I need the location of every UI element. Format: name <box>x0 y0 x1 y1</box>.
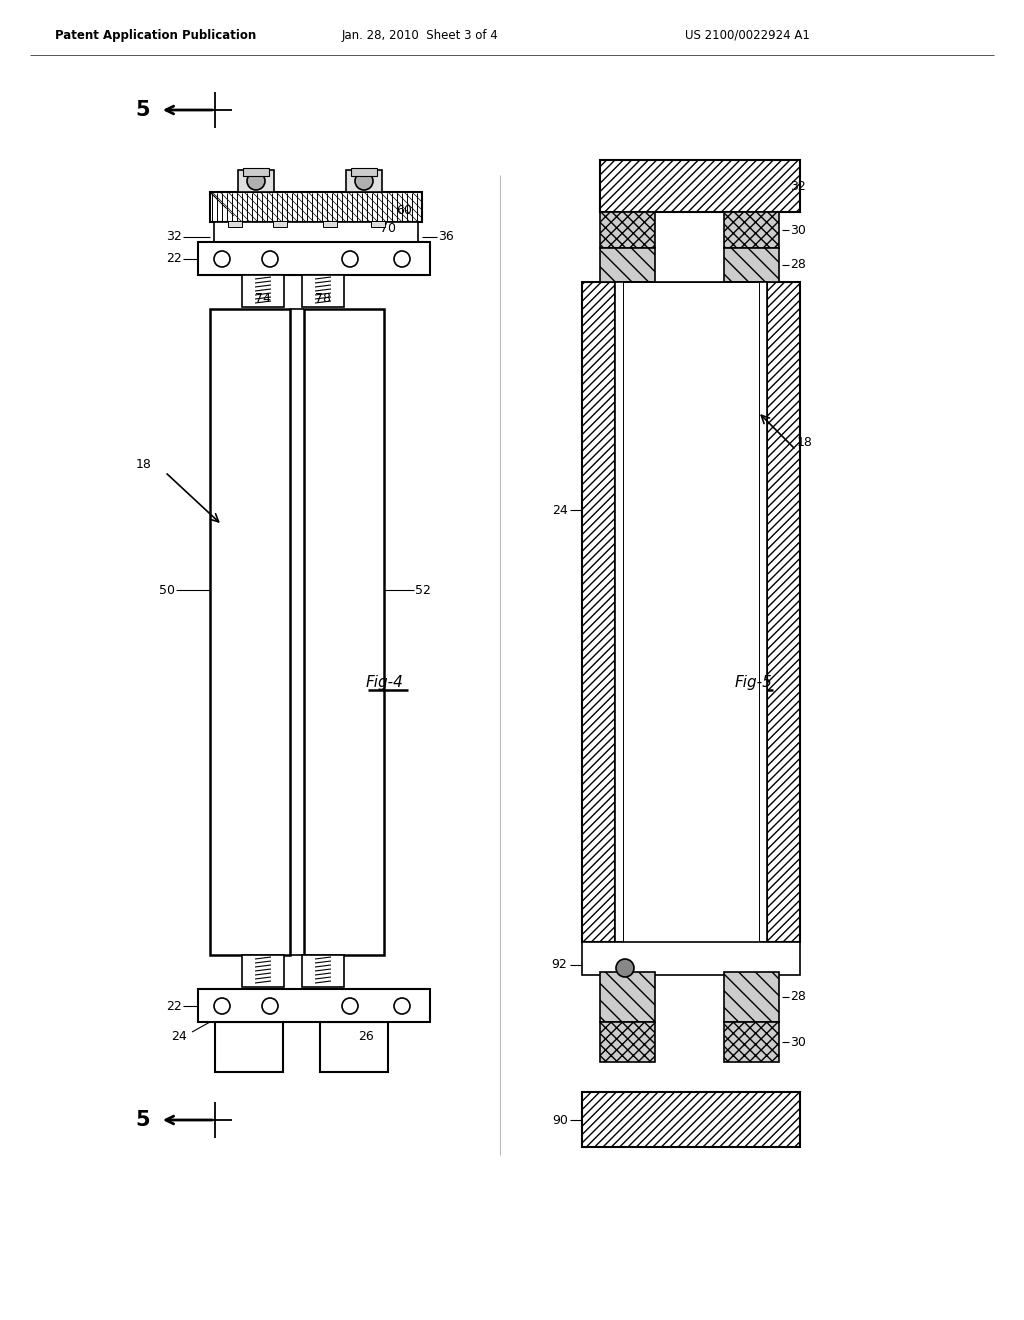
Circle shape <box>342 998 358 1014</box>
Bar <box>767 282 800 942</box>
Bar <box>198 242 430 275</box>
Text: 28: 28 <box>790 990 806 1003</box>
Text: 74: 74 <box>255 293 271 305</box>
Text: 90: 90 <box>552 1114 568 1126</box>
Bar <box>346 170 382 191</box>
Bar <box>724 1022 779 1063</box>
Bar <box>242 954 284 987</box>
Circle shape <box>394 998 410 1014</box>
Bar <box>623 282 759 942</box>
Text: US 2100/0022924 A1: US 2100/0022924 A1 <box>685 29 810 41</box>
Bar <box>215 1022 283 1072</box>
Circle shape <box>355 172 373 190</box>
Circle shape <box>262 251 278 267</box>
Bar <box>228 220 242 227</box>
Text: 60: 60 <box>396 203 412 216</box>
Text: Jan. 28, 2010  Sheet 3 of 4: Jan. 28, 2010 Sheet 3 of 4 <box>342 29 499 41</box>
Bar <box>210 309 290 954</box>
Text: 28: 28 <box>790 259 806 272</box>
Bar <box>243 168 269 176</box>
Text: 5: 5 <box>136 1110 151 1130</box>
Bar <box>600 213 655 248</box>
Text: 22: 22 <box>166 999 182 1012</box>
Bar <box>600 160 800 213</box>
Text: 30: 30 <box>790 223 806 236</box>
Text: 78: 78 <box>315 293 331 305</box>
Text: 32: 32 <box>790 180 806 193</box>
Text: 50: 50 <box>159 583 175 597</box>
Bar <box>582 942 800 975</box>
Bar <box>351 168 377 176</box>
Text: 24: 24 <box>552 503 568 516</box>
Circle shape <box>262 998 278 1014</box>
Text: Fig-5: Fig-5 <box>735 675 773 689</box>
Circle shape <box>247 172 265 190</box>
Text: 36: 36 <box>438 231 454 243</box>
Bar <box>238 170 274 191</box>
Circle shape <box>214 251 230 267</box>
Text: 70: 70 <box>380 222 396 235</box>
Bar <box>371 220 385 227</box>
Bar <box>582 282 615 942</box>
Text: Patent Application Publication: Patent Application Publication <box>55 29 256 41</box>
Bar <box>210 191 422 222</box>
Bar <box>302 954 344 987</box>
Bar <box>198 989 430 1022</box>
Text: Fig-4: Fig-4 <box>366 675 403 689</box>
Text: 52: 52 <box>415 583 431 597</box>
Bar <box>615 282 767 942</box>
Bar <box>600 1022 655 1063</box>
Text: 92: 92 <box>551 958 567 972</box>
Circle shape <box>342 251 358 267</box>
Text: 5: 5 <box>136 100 151 120</box>
Bar <box>724 248 779 282</box>
Text: 22: 22 <box>166 252 182 265</box>
Bar <box>323 220 337 227</box>
Bar <box>724 213 779 248</box>
Bar <box>214 222 418 242</box>
Text: 24: 24 <box>171 1030 187 1043</box>
Bar <box>319 1022 388 1072</box>
Bar <box>724 972 779 1022</box>
Circle shape <box>616 960 634 977</box>
Bar <box>600 972 655 1022</box>
Text: 18: 18 <box>136 458 152 471</box>
Text: 30: 30 <box>790 1035 806 1048</box>
Circle shape <box>214 998 230 1014</box>
Text: 18: 18 <box>797 437 813 450</box>
Bar <box>273 220 287 227</box>
Bar <box>242 275 284 308</box>
Bar <box>302 275 344 308</box>
Text: 32: 32 <box>166 231 182 243</box>
Text: 26: 26 <box>358 1030 374 1043</box>
Bar <box>304 309 384 954</box>
Circle shape <box>394 251 410 267</box>
Bar <box>582 1092 800 1147</box>
Bar <box>600 248 655 282</box>
